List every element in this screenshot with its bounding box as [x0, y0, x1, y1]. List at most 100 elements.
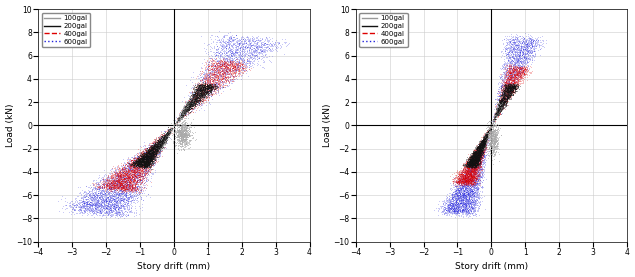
Point	[161, 133, 171, 138]
Point	[472, 161, 483, 165]
Point	[465, 200, 476, 204]
Point	[141, 179, 151, 183]
Point	[156, 139, 166, 143]
Point	[138, 160, 149, 164]
Point	[72, 199, 82, 204]
Point	[492, 101, 502, 106]
Point	[125, 194, 135, 199]
Point	[493, 108, 504, 112]
Point	[507, 66, 518, 71]
Point	[126, 161, 136, 166]
Point	[478, 139, 488, 144]
Point	[107, 182, 117, 186]
Point	[203, 87, 213, 92]
Point	[467, 157, 478, 161]
Point	[472, 152, 483, 156]
Point	[466, 179, 476, 183]
Point	[220, 75, 231, 79]
Point	[179, 109, 189, 114]
Point	[443, 204, 453, 209]
Point	[458, 175, 468, 179]
Point	[528, 47, 538, 51]
Point	[501, 98, 511, 102]
Point	[498, 95, 509, 99]
Point	[130, 160, 140, 164]
Point	[158, 141, 168, 145]
Point	[448, 209, 458, 213]
Point	[130, 163, 140, 168]
Point	[465, 159, 475, 163]
Point	[522, 42, 532, 46]
Point	[232, 68, 243, 72]
Point	[474, 148, 485, 153]
Point	[478, 145, 488, 150]
Point	[130, 165, 140, 170]
Point	[149, 142, 159, 146]
Point	[134, 191, 144, 196]
Point	[466, 160, 476, 165]
Point	[172, 140, 182, 144]
Point	[472, 155, 482, 159]
Point	[476, 148, 486, 152]
Point	[161, 141, 171, 145]
Point	[446, 211, 457, 215]
Point	[149, 145, 159, 149]
Point	[507, 85, 518, 90]
Point	[217, 80, 227, 84]
Point	[514, 71, 524, 75]
Point	[492, 109, 502, 114]
Point	[478, 142, 488, 146]
Point	[180, 111, 190, 116]
Point	[119, 182, 130, 186]
Point	[142, 154, 152, 158]
Point	[236, 47, 246, 52]
Point	[470, 158, 480, 162]
Point	[150, 144, 161, 148]
Point	[107, 204, 117, 208]
Point	[455, 183, 465, 188]
Point	[121, 174, 131, 178]
Point	[197, 89, 207, 93]
Point	[112, 183, 123, 188]
Point	[474, 153, 485, 158]
Point	[456, 181, 466, 186]
Point	[482, 133, 492, 137]
Point	[124, 170, 135, 174]
Point	[248, 44, 258, 48]
Point	[126, 169, 137, 173]
Point	[493, 89, 503, 93]
Point	[98, 205, 109, 209]
Point	[229, 75, 239, 79]
Point	[148, 151, 158, 156]
Point	[502, 75, 512, 80]
Point	[231, 50, 241, 55]
Point	[131, 188, 141, 193]
Point	[495, 106, 505, 111]
Point	[479, 141, 490, 145]
Point	[457, 203, 467, 207]
Point	[145, 156, 156, 160]
Point	[164, 127, 175, 131]
Point	[506, 75, 516, 79]
Point	[475, 145, 485, 150]
Point	[488, 124, 498, 129]
Point	[482, 125, 492, 129]
Point	[145, 155, 155, 159]
Point	[457, 203, 467, 208]
Point	[476, 149, 486, 154]
Point	[458, 165, 469, 170]
Point	[521, 57, 531, 62]
Point	[179, 106, 189, 110]
Point	[467, 198, 478, 202]
Point	[102, 176, 112, 181]
Point	[470, 166, 480, 170]
Point	[138, 160, 148, 164]
Point	[514, 55, 525, 60]
Point	[455, 172, 465, 176]
Point	[231, 61, 241, 66]
Point	[190, 93, 201, 98]
Point	[104, 186, 114, 190]
Point	[157, 139, 168, 143]
Point	[511, 83, 521, 87]
Point	[119, 160, 130, 165]
